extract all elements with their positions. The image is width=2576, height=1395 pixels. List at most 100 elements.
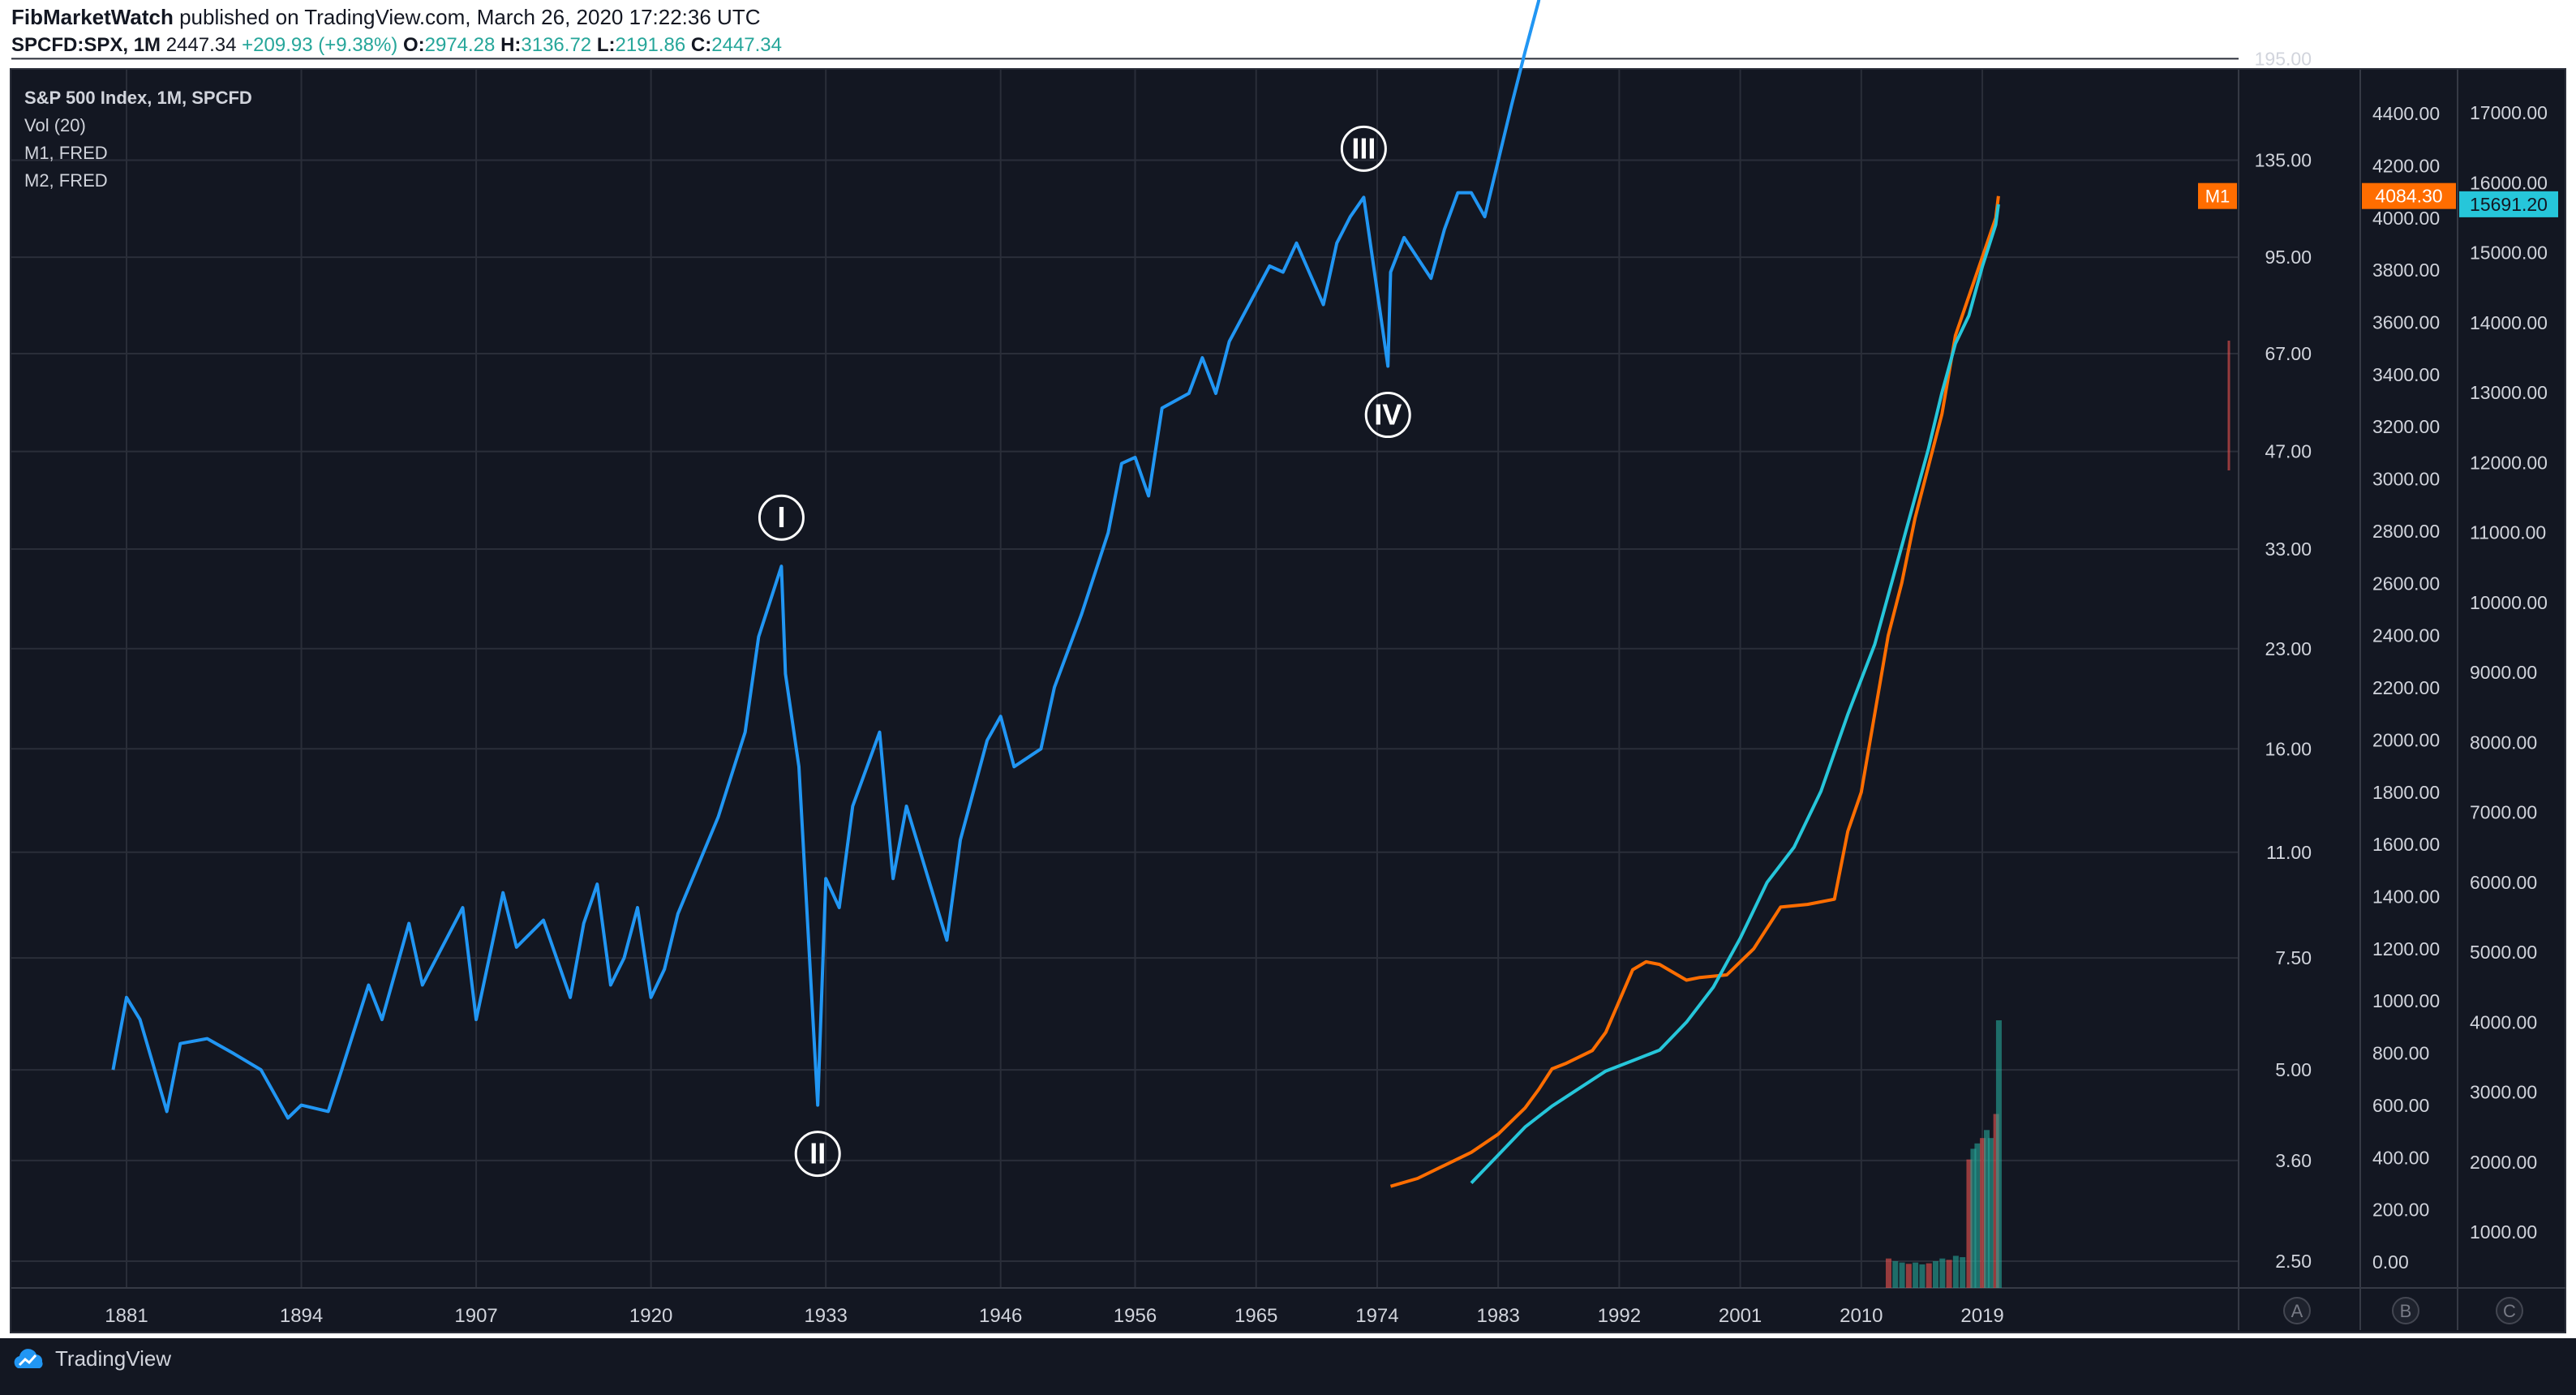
axis-a-letter: A xyxy=(2291,1301,2303,1321)
series-line-m1 xyxy=(1389,195,2000,1188)
axis-a-tick: 11.00 xyxy=(2266,842,2312,863)
axis-c-tick: 4000.00 xyxy=(2470,1011,2537,1032)
price-axis-c: 17000.00 16000.00 15000.00 14000.00 13000.00… xyxy=(2470,102,2548,1243)
wave-label: I xyxy=(777,500,785,534)
axis-c-tick: 8000.00 xyxy=(2470,732,2537,753)
wave-label: III xyxy=(1351,131,1376,165)
volume-bar xyxy=(1952,1256,1959,1288)
volume-bar xyxy=(1933,1261,1939,1288)
symbol-label: SPCFD:SPX, 1M xyxy=(11,34,161,56)
x-tick-label: 1992 xyxy=(1598,1305,1641,1327)
axis-a-tick: 195.00 xyxy=(2255,48,2312,69)
axis-c-tick: 7000.00 xyxy=(2470,802,2537,823)
axis-b-tick: 1400.00 xyxy=(2372,886,2440,907)
volume-bar xyxy=(1939,1258,1946,1288)
axis-c-tick: 17000.00 xyxy=(2470,102,2548,123)
open-label: O: xyxy=(402,34,425,56)
m1-value-badge xyxy=(2362,182,2456,209)
m2-value-badge xyxy=(2459,191,2558,217)
axis-b-tick: 2600.00 xyxy=(2372,573,2440,594)
price-axis-b: 4400.00 4200.00 4000.00 3800.00 3600.00 3400.… xyxy=(2372,103,2440,1273)
axis-b-tick: 3200.00 xyxy=(2372,416,2440,437)
axis-a-tick: 95.00 xyxy=(2265,247,2312,268)
volume-bar xyxy=(1974,1143,1981,1288)
axis-b-tick: 2400.00 xyxy=(2372,625,2440,646)
legend-title[interactable]: S&P 500 Index, 1M, SPCFD xyxy=(24,88,252,108)
legend-m1[interactable]: M1, FRED xyxy=(24,143,108,163)
publisher-name[interactable]: FibMarketWatch xyxy=(11,5,174,29)
volume-bar xyxy=(1946,1260,1952,1288)
chart-legend: S&P 500 Index, 1M, SPCFD Vol (20) M1, FR… xyxy=(24,84,252,195)
axis-c-tick: 10000.00 xyxy=(2470,592,2548,613)
wave-label: IV xyxy=(1374,398,1402,431)
axis-b-tick: 3400.00 xyxy=(2372,364,2440,385)
x-tick-label: 2010 xyxy=(1840,1305,1883,1327)
wave-circle xyxy=(758,494,805,541)
axis-b-tick: 4200.00 xyxy=(2372,155,2440,176)
series-lines xyxy=(111,0,2000,1188)
volume-bar xyxy=(1960,1257,1966,1288)
x-tick-label: 1933 xyxy=(804,1305,847,1327)
axis-b-tick: 600.00 xyxy=(2372,1095,2429,1116)
axis-b-tick: 3800.00 xyxy=(2372,260,2440,281)
x-tick-label: 2001 xyxy=(1719,1305,1762,1327)
axis-b-tick: 2200.00 xyxy=(2372,677,2440,698)
price-change: +209.93 (+9.38%) xyxy=(242,34,398,56)
axis-b-tick: 1600.00 xyxy=(2372,834,2440,855)
axis-c-tick: 6000.00 xyxy=(2470,872,2537,893)
axis-a-tick: 5.00 xyxy=(2275,1059,2312,1080)
axis-c-tick: 11000.00 xyxy=(2470,522,2546,543)
chart-frame xyxy=(10,68,2566,1333)
axis-a-tick: 67.00 xyxy=(2265,343,2312,364)
volume-bar xyxy=(1966,1159,1973,1288)
axis-b-tick: 1200.00 xyxy=(2372,938,2440,959)
legend-volume[interactable]: Vol (20) xyxy=(24,115,86,135)
axis-c-tick: 5000.00 xyxy=(2470,942,2537,963)
axis-c-tick: 2000.00 xyxy=(2470,1152,2537,1173)
volume-bars xyxy=(1885,1020,2002,1288)
axis-b-tick: 3000.00 xyxy=(2372,469,2440,490)
axis-c-tick: 14000.00 xyxy=(2470,312,2548,333)
low-label: L: xyxy=(596,34,616,56)
axis-a-tick: 7.50 xyxy=(2275,947,2312,968)
axis-b-tick: 4400.00 xyxy=(2372,103,2440,124)
last-price: 2447.34 xyxy=(165,34,237,56)
wave-circle xyxy=(1340,125,1387,172)
axis-c-tick: 12000.00 xyxy=(2470,452,2548,473)
high-label: H: xyxy=(500,34,522,56)
axis-b-button xyxy=(2392,1297,2419,1324)
series-line-s-p-500-index xyxy=(111,0,1541,1120)
wave-circle xyxy=(1364,392,1411,439)
axis-a-tick: 47.00 xyxy=(2265,441,2312,462)
axis-c-tick: 15000.00 xyxy=(2470,243,2548,264)
volume-bar xyxy=(1987,1138,1994,1288)
axis-b-tick: 1000.00 xyxy=(2372,990,2440,1011)
wave-annotations: IIIIIIIVVab xyxy=(758,125,1411,1178)
m1-tag-label: M1 xyxy=(2205,187,2230,207)
tradingview-logo[interactable]: TradingView xyxy=(11,1346,171,1371)
axis-a-tick: 3.60 xyxy=(2275,1150,2312,1171)
cloud-icon xyxy=(14,1348,43,1368)
wave-circle xyxy=(794,1131,841,1178)
axis-c-button xyxy=(2496,1297,2523,1324)
axis-b-tick: 0.00 xyxy=(2372,1251,2409,1273)
axis-b-tick: 2800.00 xyxy=(2372,521,2440,542)
x-tick-label: 1920 xyxy=(629,1305,672,1327)
axis-c-tick: 1000.00 xyxy=(2470,1221,2537,1243)
axis-a-tick: 135.00 xyxy=(2255,150,2312,171)
volume-bar xyxy=(1905,1264,1912,1288)
axis-b-tick: 4000.00 xyxy=(2372,208,2440,229)
price-axis-a: 7200.004800.003400.001700.001200.00850.0… xyxy=(2255,48,2312,1272)
axis-a-tick: 23.00 xyxy=(2265,638,2312,659)
volume-bar xyxy=(1899,1262,1905,1288)
x-tick-label: 1894 xyxy=(280,1305,323,1327)
volume-bar xyxy=(1926,1263,1932,1288)
axis-a-tick: 2.50 xyxy=(2275,1251,2312,1272)
x-tick-label: 1965 xyxy=(1234,1305,1277,1327)
legend-m2[interactable]: M2, FRED xyxy=(24,170,108,191)
low-value: 2191.86 xyxy=(615,34,686,56)
series-line-m2 xyxy=(1470,204,2000,1184)
volume-bar xyxy=(1970,1148,1977,1288)
axis-b-tick: 2000.00 xyxy=(2372,729,2440,750)
